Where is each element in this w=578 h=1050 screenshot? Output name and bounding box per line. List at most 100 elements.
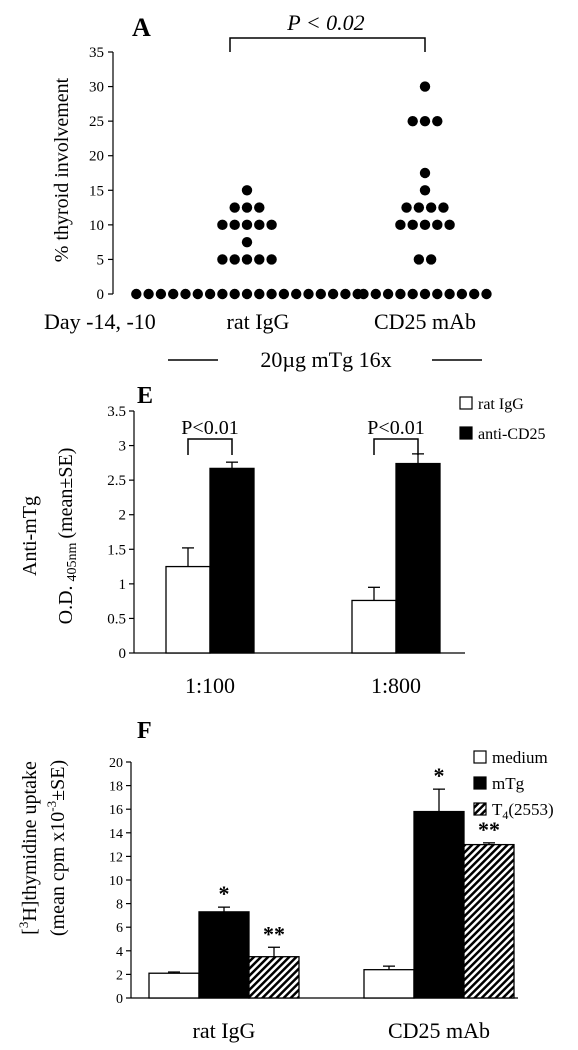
panel-f-ylabel1-prefix: [ — [19, 928, 41, 935]
panel-f-y-axis-label-line2: (mean cpm x10-3±SE) — [44, 760, 69, 936]
panel-a-point-rat-igg — [241, 185, 253, 196]
panel-a-point-rat-igg — [229, 219, 240, 231]
panel-a-category-rat-igg: rat IgG — [227, 309, 290, 334]
panel-a-point-cd25 — [469, 288, 480, 300]
panel-a-point-rat-igg — [241, 202, 253, 213]
panel-e-y-axis-label-line1: Anti-mTg — [19, 496, 41, 576]
panel-e-legend-swatch — [459, 426, 473, 440]
panel-e-legend-label: rat IgG — [478, 396, 524, 413]
panel-a-point-rat-igg — [241, 219, 253, 231]
panel-f-y-tick-label: 16 — [109, 803, 123, 818]
panel-a-point-cd25 — [419, 115, 431, 127]
panel-a-point-cd25 — [358, 288, 369, 300]
panel-a-point-cd25 — [444, 288, 455, 300]
panel-a-point-rat-igg — [192, 288, 203, 300]
panel-f-legend-label-prefix: T — [492, 800, 503, 819]
panel-a-point-cd25 — [444, 219, 455, 231]
panel-f-bar-cd25-mab-s0 — [363, 969, 415, 999]
panel-e-y-axis-label-line2: O.D. 405nm (mean±SE) — [55, 448, 80, 625]
panel-a-point-cd25 — [432, 288, 443, 300]
panel-f-y-tick-label: 6 — [116, 921, 123, 936]
panel-e-category-label: 1:800 — [371, 673, 421, 698]
panel-f-y-tick-label: 12 — [109, 850, 123, 865]
panel-a-point-cd25 — [370, 288, 381, 300]
panel-e-y-tick-label: 2 — [119, 508, 127, 524]
panel-a-y-tick-label: 5 — [97, 252, 105, 268]
panel-a-point-rat-igg — [217, 288, 228, 300]
panel-e-y-tick-label: 3 — [119, 439, 127, 455]
panel-e-bar-1-100-s0 — [165, 565, 211, 654]
panel-a-category-cd25: CD25 mAb — [374, 309, 476, 334]
panel-e-category-label: 1:100 — [185, 673, 235, 698]
panel-a-point-cd25 — [432, 219, 443, 231]
panel-a-point-rat-igg — [241, 236, 253, 248]
panel-f-significance-mark: * — [434, 763, 445, 788]
panel-f-legend-label-subscript: 4 — [502, 808, 508, 822]
panel-f-legend-label-suffix: (2553) — [508, 800, 553, 819]
panel-f-bar-rat-igg-s0 — [148, 972, 200, 999]
panel-a-point-cd25 — [413, 254, 425, 265]
panel-a-y-tick-label: 20 — [89, 149, 104, 165]
panel-a-point-rat-igg — [143, 288, 154, 300]
panel-e-ylabel-subscript: 405nm — [65, 542, 80, 581]
panel-e-legend-swatch — [459, 396, 473, 410]
panel-e-significance-bracket — [373, 438, 419, 455]
panel-e-y-tick-label: 0 — [119, 646, 127, 662]
panel-a-y-tick-label: 25 — [89, 114, 104, 130]
panel-e-letter: E — [137, 383, 153, 409]
panel-a-row-label: Day -14, -10 — [44, 309, 156, 334]
panel-a-point-cd25 — [432, 115, 443, 127]
panel-a-point-rat-igg — [315, 288, 326, 300]
panel-e-y-tick-label: 2.5 — [107, 473, 126, 489]
panel-a-point-rat-igg — [266, 288, 277, 300]
panel-f-category-label: rat IgG — [193, 1018, 256, 1043]
panel-a-point-cd25 — [419, 219, 431, 231]
panel-f-ylabel2-prefix: (mean cpm x10 — [47, 812, 69, 936]
panel-a-point-rat-igg — [254, 254, 265, 265]
panel-a-point-rat-igg — [327, 288, 339, 300]
panel-f-ylabel1-superscript: 3 — [16, 922, 31, 929]
panel-f-bar-cd25-mab-s1 — [413, 810, 465, 999]
panel-a-point-rat-igg — [180, 288, 191, 300]
panel-f-letter: F — [137, 718, 152, 744]
panel-f-legend-label: mTg — [492, 774, 525, 793]
panel-f-y-tick-label: 8 — [116, 898, 123, 913]
panel-e-y-tick-label: 1.5 — [107, 542, 126, 558]
panel-f-significance-mark: ** — [478, 817, 500, 842]
panel-a-y-tick-label: 35 — [89, 45, 104, 61]
panel-f-ylabel2-superscript: -3 — [44, 801, 59, 812]
panel-a-point-rat-igg — [217, 254, 228, 265]
panel-a-y-tick-label: 0 — [97, 287, 105, 303]
panel-f-y-tick-label: 14 — [109, 827, 123, 842]
panel-f-ylabel1-suffix: H]thymidine uptake — [19, 761, 41, 922]
panel-f-significance-mark: ** — [263, 921, 285, 946]
panel-a-treatment-label: 20µg mTg 16x — [260, 347, 391, 372]
panel-a-point-rat-igg — [278, 288, 290, 300]
panel-f-legend-swatch — [473, 776, 487, 790]
panel-a-point-rat-igg — [155, 288, 167, 300]
panel-a-point-cd25 — [382, 288, 394, 300]
panel-f-significance-mark: * — [219, 881, 230, 906]
panel-e-y-tick-label: 0.5 — [107, 611, 126, 627]
panel-f-bar-rat-igg-s1 — [198, 911, 250, 999]
panel-a-point-rat-igg — [303, 288, 314, 300]
panel-e-bar-1-800-s0 — [351, 599, 397, 654]
panel-f-y-axis-label-line1: [3H]thymidine uptake — [16, 761, 41, 935]
panel-a-point-cd25 — [481, 288, 492, 300]
panel-a-point-cd25 — [419, 185, 431, 196]
panel-a-point-cd25 — [419, 288, 431, 300]
panel-a-point-rat-igg — [266, 254, 277, 265]
panel-a-point-rat-igg — [217, 219, 228, 231]
panel-a-point-cd25 — [425, 254, 437, 265]
panel-a-y-tick-label: 30 — [89, 80, 104, 96]
panel-a-point-rat-igg — [204, 288, 216, 300]
panel-f-y-tick-label: 20 — [109, 756, 123, 771]
panel-a-letter: A — [132, 13, 151, 42]
panel-a-point-rat-igg — [254, 202, 265, 213]
panel-a-point-rat-igg — [241, 288, 253, 300]
panel-f-legend-swatch — [473, 750, 487, 764]
panel-a-point-rat-igg — [229, 202, 240, 213]
panel-f-y-tick-label: 0 — [116, 992, 123, 1007]
panel-a-point-cd25 — [438, 202, 449, 213]
panel-f-category-label: CD25 mAb — [388, 1018, 490, 1043]
